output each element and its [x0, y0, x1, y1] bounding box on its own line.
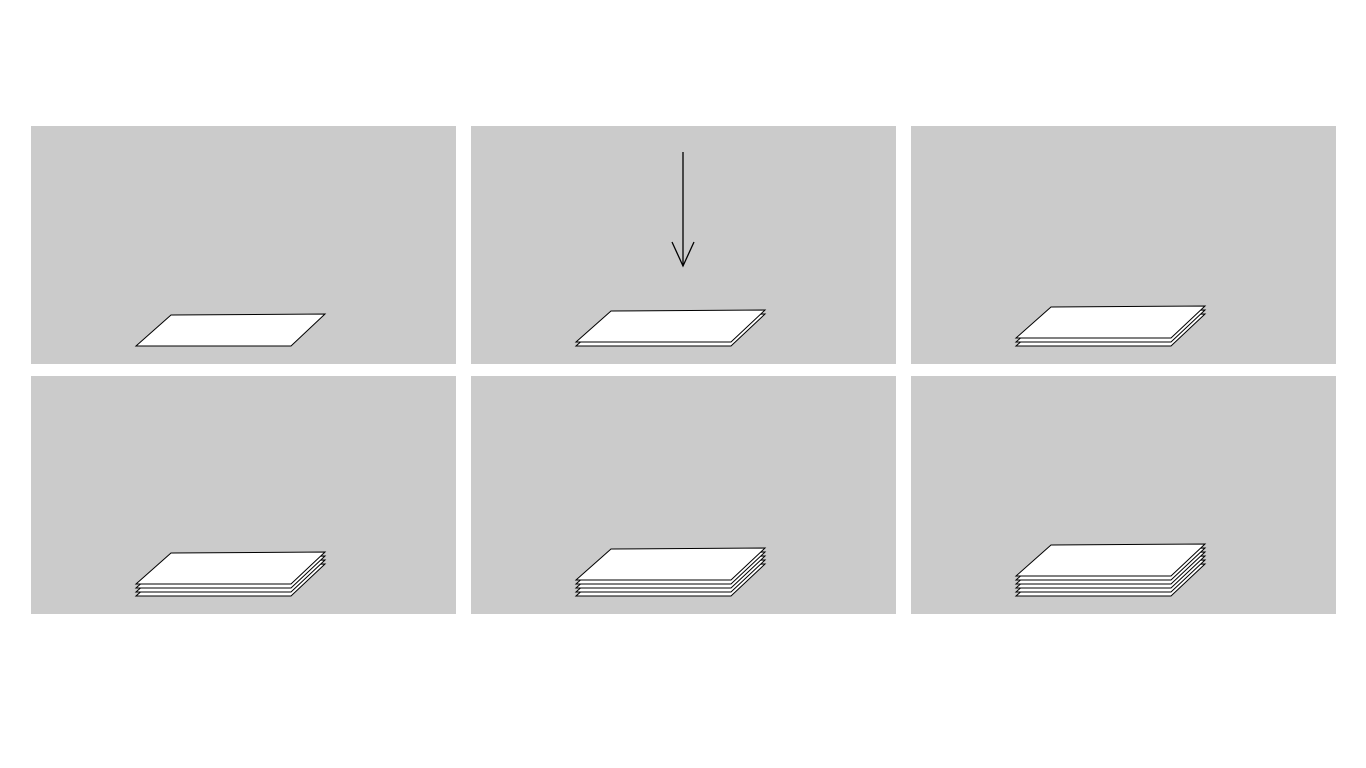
paper-stack-illustration [134, 313, 327, 347]
stack-panel [911, 126, 1336, 364]
stack-panel [471, 376, 896, 614]
paper-stack-illustration [134, 551, 327, 597]
stack-panel [31, 376, 456, 614]
stack-panel [31, 126, 456, 364]
paper-sheet [574, 547, 767, 581]
paper-stack-illustration [1014, 305, 1207, 347]
paper-sheet [1014, 543, 1207, 577]
paper-stack-illustration [574, 152, 767, 347]
paper-sheet [1014, 305, 1207, 339]
paper-sheet [574, 309, 767, 343]
stack-panel [471, 126, 896, 364]
paper-sheet [134, 551, 327, 585]
paper-stack-illustration [574, 547, 767, 597]
down-arrow-icon [671, 152, 695, 268]
paper-sheet [134, 313, 327, 347]
paper-stack-illustration [1014, 543, 1207, 597]
stack-panel [911, 376, 1336, 614]
